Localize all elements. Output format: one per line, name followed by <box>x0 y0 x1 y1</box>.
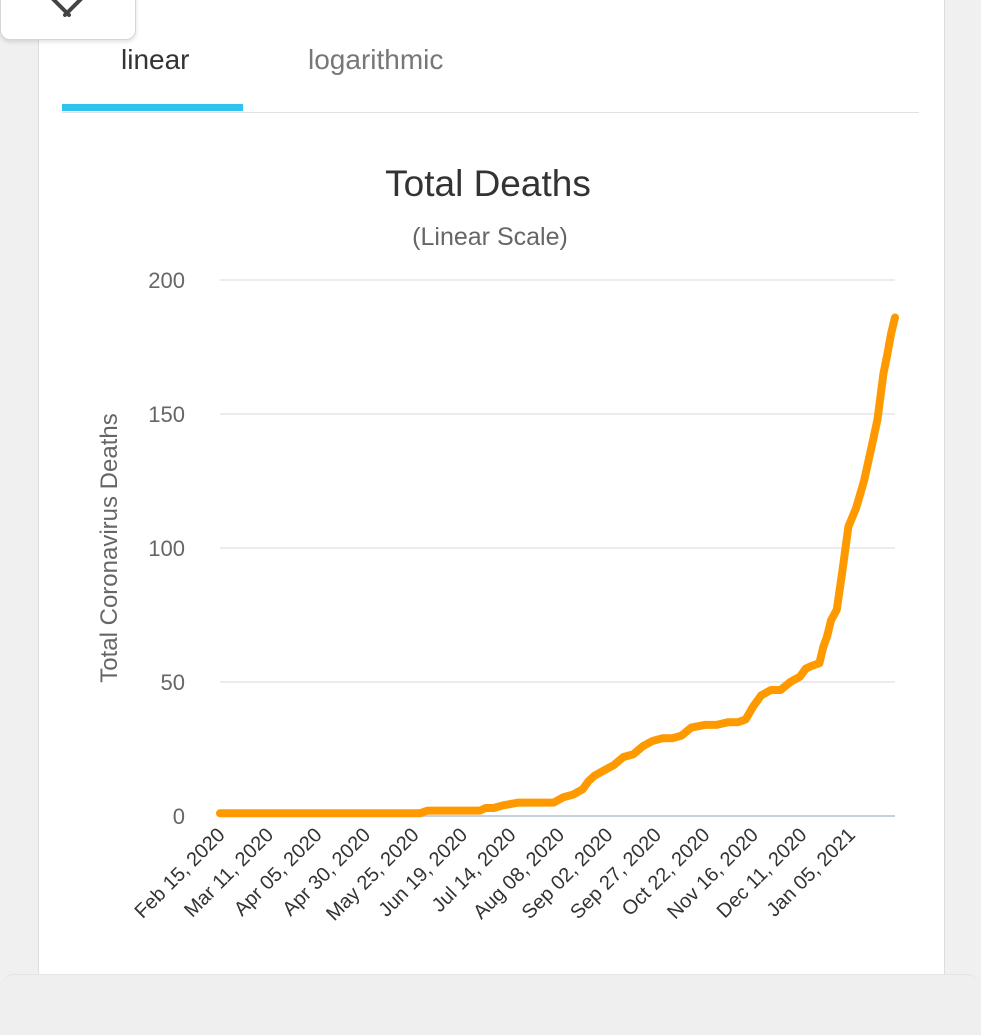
series-line-total-deaths <box>216 313 899 818</box>
bottom-bar <box>0 974 981 1035</box>
chart-area: Total Deaths (Linear Scale) Total Corona… <box>96 163 899 925</box>
y-tick-labels: 0 50 100 150 200 <box>148 268 185 829</box>
y-axis-label: Total Coronavirus Deaths <box>96 413 123 682</box>
y-tick-label: 150 <box>148 402 185 427</box>
close-button[interactable] <box>0 0 136 40</box>
chart-card <box>38 0 945 990</box>
grid-lines <box>220 279 895 817</box>
chart-subtitle: (Linear Scale) <box>412 223 568 251</box>
active-tab-indicator <box>62 104 243 111</box>
series-group <box>216 313 899 818</box>
tab-logarithmic[interactable]: logarithmic <box>308 44 444 75</box>
y-tick-label: 0 <box>173 804 185 829</box>
y-tick-label: 50 <box>161 670 185 695</box>
y-tick-label: 100 <box>148 536 185 561</box>
y-tick-label: 200 <box>148 268 185 293</box>
close-icon <box>51 0 83 17</box>
chart-title: Total Deaths <box>385 163 591 204</box>
scale-tabs: linear logarithmic <box>62 0 919 113</box>
tab-linear[interactable]: linear <box>121 44 190 75</box>
